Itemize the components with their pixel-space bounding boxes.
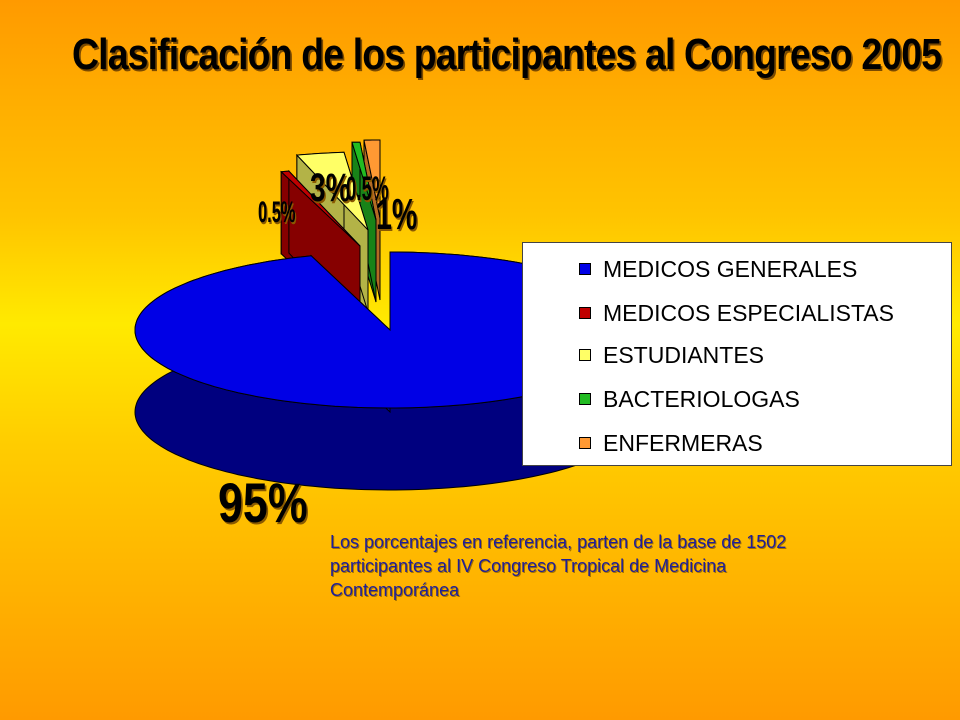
slice-top — [351, 141, 377, 221]
data-label-medicos-especialistas: 0.5% — [258, 196, 296, 229]
pie-slice-medicos-generales — [134, 251, 646, 491]
legend-item-enfermeras: ENFERMERAS — [579, 423, 763, 463]
legend-label: ENFERMERAS — [603, 429, 763, 456]
chart-title: Clasificación de los participantes al Co… — [72, 30, 942, 79]
legend-swatch — [579, 307, 591, 319]
legend-swatch — [579, 349, 591, 361]
data-label-enfermeras: 1% — [376, 190, 418, 239]
chart-legend: MEDICOS GENERALES MEDICOS ESPECIALISTAS … — [522, 242, 952, 466]
footnote: Los porcentajes en referencia, parten de… — [330, 532, 787, 600]
data-label-estudiantes: 3% — [310, 166, 351, 210]
data-label-medicos-generales: 95% — [218, 471, 308, 534]
legend-item-medicos-generales: MEDICOS GENERALES — [579, 249, 857, 289]
legend-label: ESTUDIANTES — [603, 341, 765, 368]
legend-swatch — [579, 393, 591, 405]
slice-top — [295, 151, 369, 231]
legend-swatch — [579, 263, 591, 275]
legend-item-estudiantes: ESTUDIANTES — [579, 335, 764, 375]
data-label-bacteriologas: 0.5% — [346, 170, 389, 208]
legend-label: BACTERIOLOGAS — [603, 385, 800, 412]
legend-swatch — [579, 437, 591, 449]
slice-top — [280, 170, 361, 247]
legend-label: MEDICOS ESPECIALISTAS — [603, 299, 894, 326]
legend-item-bacteriologas: BACTERIOLOGAS — [579, 379, 800, 419]
slice-top — [363, 139, 381, 219]
legend-label: MEDICOS GENERALES — [603, 255, 858, 282]
legend-item-medicos-especialistas: MEDICOS ESPECIALISTAS — [579, 293, 894, 333]
